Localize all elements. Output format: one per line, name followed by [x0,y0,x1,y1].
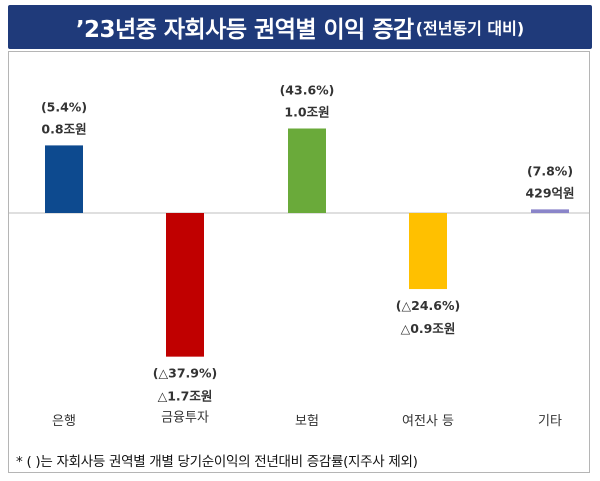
pct-label-other: (7.8%) [527,163,573,178]
pct-label-insurance: (43.6%) [280,83,335,98]
bar-financial-investment [166,213,204,357]
chart-title: ’23년중 자회사등 권역별 이익 증감 [75,17,414,43]
footnote: * ( )는 자회사등 권역별 개별 당기순이익의 전년대비 증감률(지주사 제… [16,454,418,470]
chart-title-banner: ’23년중 자회사등 권역별 이익 증감 (전년동기 대비) [8,5,592,49]
chart-subtitle: (전년동기 대비) [415,19,525,38]
category-label-credit-finance: 여전사 등 [402,414,454,429]
value-label-insurance: 1.0조원 [284,105,329,120]
category-label-bank: 은행 [52,413,76,429]
value-label-credit-finance: △0.9조원 [401,321,456,336]
category-label-financial-investment: 금융투자 [161,411,209,426]
bar-other [531,209,569,213]
bar-insurance [288,128,326,213]
chart-panel [8,51,590,473]
category-label-insurance: 보험 [295,414,319,429]
bar-bank [45,145,83,213]
bar-credit-finance [409,213,447,290]
pct-label-credit-finance: (△24.6%) [396,298,460,313]
pct-label-financial-investment: (△37.9%) [153,366,217,381]
value-label-other: 429억원 [525,185,574,200]
value-label-bank: 0.8조원 [41,121,86,136]
value-label-financial-investment: △1.7조원 [158,389,213,404]
pct-label-bank: (5.4%) [41,99,87,114]
category-label-other: 기타 [538,414,562,429]
